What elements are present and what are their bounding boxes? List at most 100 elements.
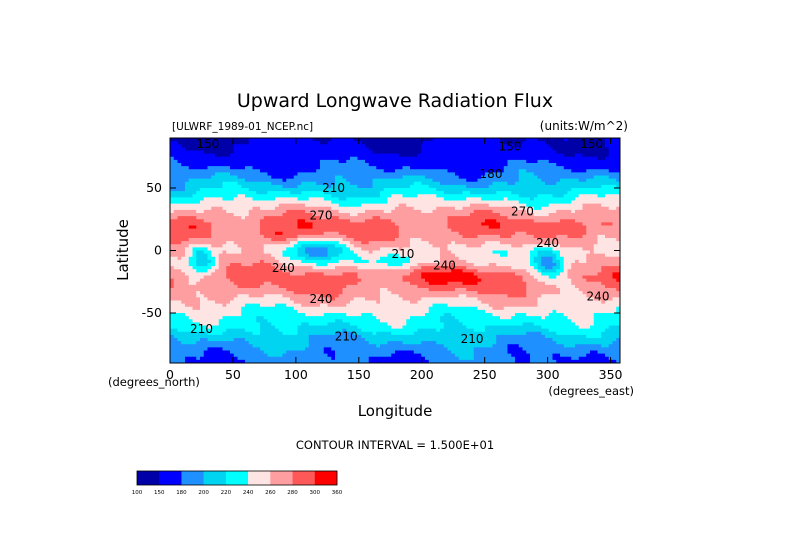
heatmap-cell [395, 200, 400, 205]
heatmap-cell [361, 209, 366, 214]
heatmap-cell [170, 253, 175, 258]
heatmap-cell [466, 209, 471, 214]
heatmap-cell [305, 184, 310, 189]
heatmap-cell [417, 263, 422, 267]
heatmap-cell [522, 259, 527, 264]
heatmap-cell [488, 244, 493, 248]
heatmap-cell [286, 209, 291, 214]
heatmap-cell [590, 178, 595, 183]
heatmap-cell [278, 147, 283, 151]
heatmap-cell [327, 178, 332, 183]
heatmap-cell [507, 150, 512, 155]
heatmap-cell [293, 184, 298, 189]
heatmap-cell [582, 228, 587, 233]
heatmap-cell [215, 247, 220, 251]
heatmap-cell [413, 228, 418, 233]
heatmap-cell [376, 194, 381, 198]
heatmap-cell [552, 147, 557, 151]
heatmap-cell [241, 244, 246, 248]
heatmap-cell [548, 250, 553, 255]
heatmap-cell [372, 209, 377, 214]
heatmap-cell [263, 213, 268, 217]
heatmap-cell [248, 219, 253, 223]
heatmap-cell [548, 219, 553, 223]
heatmap-cell [233, 175, 238, 180]
heatmap-cell [515, 191, 520, 195]
heatmap-cell [271, 169, 276, 173]
heatmap-cell [342, 263, 347, 267]
heatmap-cell [215, 241, 220, 245]
heatmap-cell [451, 225, 456, 230]
heatmap-cell [556, 156, 561, 161]
heatmap-cell [350, 200, 355, 205]
heatmap-cell [575, 244, 580, 248]
heatmap-cell [222, 144, 227, 148]
heatmap-cell [556, 203, 561, 208]
heatmap-cell [308, 266, 313, 270]
heatmap-cell [211, 256, 216, 261]
heatmap-cell [458, 138, 463, 142]
heatmap-cell [398, 184, 403, 189]
heatmap-cell [218, 153, 223, 158]
heatmap-cell [410, 263, 415, 267]
heatmap-cell [537, 150, 542, 155]
heatmap-cell [320, 231, 325, 236]
heatmap-cell [200, 219, 205, 223]
heatmap-cell [237, 250, 242, 255]
heatmap-cell [263, 197, 268, 201]
heatmap-cell [290, 147, 295, 151]
heatmap-cell [260, 222, 265, 226]
heatmap-cell [425, 184, 430, 189]
heatmap-cell [545, 250, 550, 255]
heatmap-cell [353, 166, 358, 170]
heatmap-cell [233, 147, 238, 151]
heatmap-cell [432, 166, 437, 170]
heatmap-cell [215, 169, 220, 173]
heatmap-cell [522, 228, 527, 233]
heatmap-cell [500, 150, 505, 155]
heatmap-cell [181, 206, 186, 211]
heatmap-cell [278, 203, 283, 208]
heatmap-cell [376, 169, 381, 173]
heatmap-cell [383, 163, 388, 167]
heatmap-cell [496, 228, 501, 233]
heatmap-cell [185, 219, 190, 223]
heatmap-cell [177, 178, 182, 183]
heatmap-cell [605, 203, 610, 208]
heatmap-cell [387, 231, 392, 236]
heatmap-cell [582, 241, 587, 245]
heatmap-cell [395, 266, 400, 270]
heatmap-cell [398, 253, 403, 258]
heatmap-cell [222, 166, 227, 170]
heatmap-cell [357, 166, 362, 170]
heatmap-cell [466, 206, 471, 211]
heatmap-cell [290, 141, 295, 145]
heatmap-cell [511, 247, 516, 251]
heatmap-cell [252, 175, 257, 180]
heatmap-cell [601, 156, 606, 161]
heatmap-cell [556, 244, 561, 248]
heatmap-cell [380, 219, 385, 223]
heatmap-cell [503, 219, 508, 223]
heatmap-cell [241, 172, 246, 176]
heatmap-cell [425, 163, 430, 167]
heatmap-cell [500, 241, 505, 245]
heatmap-cell [342, 247, 347, 251]
heatmap-cell [357, 259, 362, 264]
heatmap-cell [567, 253, 572, 258]
heatmap-cell [391, 219, 396, 223]
heatmap-cell [496, 153, 501, 158]
heatmap-cell [200, 222, 205, 226]
heatmap-cell [571, 166, 576, 170]
heatmap-cell [316, 203, 321, 208]
heatmap-cell [267, 250, 272, 255]
heatmap-cell [267, 178, 272, 183]
heatmap-cell [312, 247, 317, 251]
heatmap-cell [237, 138, 242, 142]
heatmap-cell [353, 241, 358, 245]
heatmap-cell [413, 250, 418, 255]
heatmap-cell [421, 156, 426, 161]
heatmap-cell [395, 241, 400, 245]
heatmap-cell [458, 181, 463, 186]
heatmap-cell [226, 266, 231, 270]
